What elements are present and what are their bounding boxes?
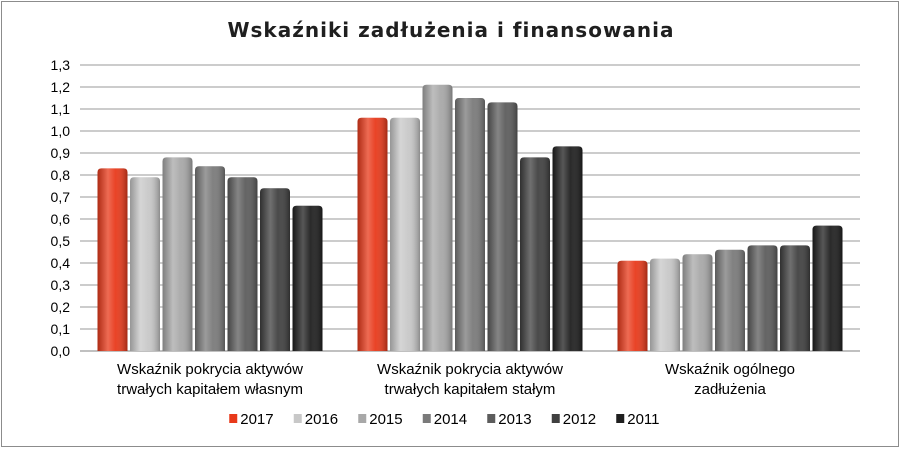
y-tick-label: 1,0	[51, 123, 71, 139]
legend-label: 2017	[240, 411, 273, 428]
bar	[520, 157, 550, 351]
legend-item: 2012	[551, 411, 596, 428]
legend-swatch	[358, 414, 367, 423]
legend-label: 2013	[498, 411, 531, 428]
category-label: zadłużenia	[694, 381, 766, 398]
bar	[455, 98, 485, 351]
y-tick-label: 0,4	[51, 255, 71, 271]
bar	[130, 177, 160, 351]
category-label: trwałych kapitałem stałym	[385, 381, 556, 398]
legend-item: 2015	[358, 411, 403, 428]
legend-swatch	[551, 414, 560, 423]
bar	[97, 168, 128, 351]
legend-item: 2017	[229, 411, 274, 428]
legend-label: 2011	[627, 411, 659, 428]
bar	[780, 245, 810, 351]
chart-title: Wskaźniki zadłużenia i finansowania	[227, 18, 674, 42]
y-tick-label: 1,2	[51, 79, 71, 95]
bar	[292, 205, 323, 351]
y-axis-ticks: 0,0 0,1 0,2 0,3 0,4 0,5 0,6 0,7 0,8 0,9 1,0 1,1 1,2 1…	[51, 57, 71, 359]
legend-item: 2014	[422, 411, 467, 428]
legend-swatch	[293, 414, 302, 423]
y-tick-label: 0,7	[51, 189, 71, 205]
y-tick-label: 0,0	[51, 343, 71, 359]
bar	[390, 117, 420, 351]
legend-swatch	[487, 414, 496, 423]
bar	[227, 177, 258, 351]
y-tick-label: 0,5	[51, 233, 71, 249]
y-tick-label: 1,3	[51, 57, 71, 73]
bar	[812, 225, 843, 351]
bar	[715, 249, 745, 351]
bar	[552, 146, 583, 351]
y-tick-label: 0,6	[51, 211, 71, 227]
legend: 2017 2016 2015 2014 2013 2012 2011	[229, 411, 660, 428]
y-tick-label: 1,1	[51, 101, 71, 117]
legend-swatch	[229, 414, 238, 423]
legend-label: 2015	[369, 411, 402, 428]
legend-label: 2012	[563, 411, 596, 428]
bar	[195, 166, 225, 351]
legend-item: 2016	[293, 411, 338, 428]
bar	[422, 84, 453, 352]
bars	[97, 84, 843, 352]
legend-item: 2011	[616, 411, 660, 428]
category-labels: Wskaźnik pokrycia aktywów trwałych kapita…	[117, 361, 795, 398]
category-label: Wskaźnik ogólnego	[665, 361, 795, 378]
category-label: Wskaźnik pokrycia aktywów	[117, 361, 303, 378]
bar	[747, 245, 778, 351]
legend-swatch	[616, 414, 625, 423]
bar	[357, 117, 388, 351]
y-tick-label: 0,1	[51, 321, 71, 337]
category-label: trwałych kapitałem własnym	[117, 381, 303, 398]
bar	[260, 188, 290, 351]
y-tick-label: 0,8	[51, 167, 71, 183]
legend-swatch	[422, 414, 431, 423]
legend-item: 2013	[487, 411, 532, 428]
bar	[487, 102, 518, 352]
bar	[682, 254, 713, 351]
legend-label: 2016	[305, 411, 338, 428]
bar	[617, 260, 648, 351]
y-tick-label: 0,3	[51, 277, 71, 293]
category-label: Wskaźnik pokrycia aktywów	[377, 361, 563, 378]
y-tick-label: 0,9	[51, 145, 71, 161]
bar	[650, 258, 680, 351]
bar	[162, 157, 193, 351]
legend-label: 2014	[434, 411, 467, 428]
y-tick-label: 0,2	[51, 299, 71, 315]
